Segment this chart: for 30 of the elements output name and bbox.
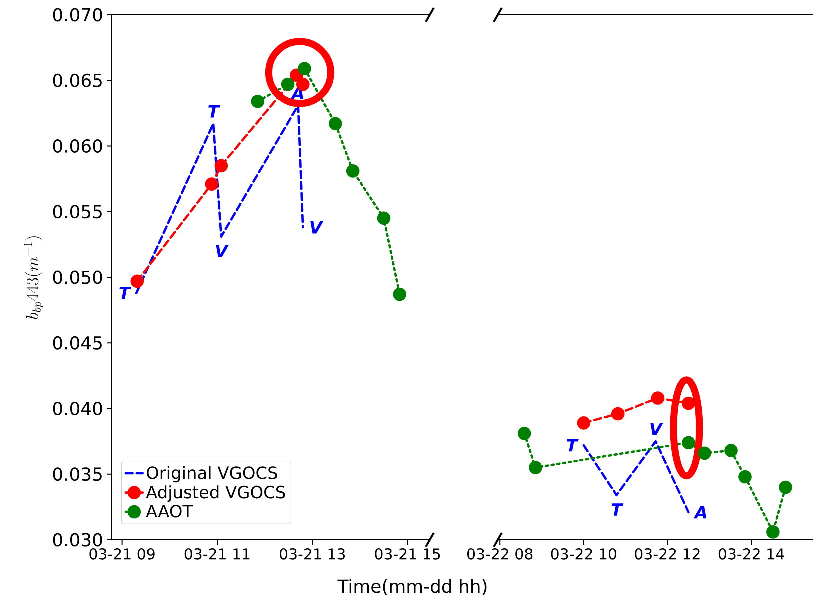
y-tick-label: 0.035 (53, 468, 102, 482)
x-tick-label: 03-21 09 (90, 548, 155, 560)
y-tick-label: 0.040 (53, 402, 102, 416)
y-tick-label: 0.065 (53, 74, 102, 88)
legend-label: Adjusted VGOCS (146, 486, 286, 502)
data-label: T (120, 287, 132, 300)
data-label: A (694, 506, 707, 519)
y-tick-label: 0.060 (53, 140, 102, 154)
data-label: V (216, 245, 230, 258)
y-tick-label: 0.070 (53, 8, 102, 22)
x-tick-label: 03-22 14 (718, 548, 784, 560)
y-tick-label: 0.050 (53, 270, 102, 284)
x-tick-label: 03-22 10 (551, 548, 616, 560)
legend-label: Original VGOCS (146, 466, 278, 483)
x-tick-label: 03-21 15 (375, 548, 440, 560)
y-tick-label: 0.030 (53, 533, 102, 547)
x-tick-label: 03-21 11 (184, 548, 250, 560)
x-tick-label: 03-22 08 (467, 548, 533, 560)
x-axis-title: Time(mm-dd hh) (338, 580, 487, 596)
data-label: T (612, 504, 624, 516)
y-tick-label: 0.045 (53, 336, 102, 350)
x-tick-label: 03-22 12 (635, 548, 700, 560)
y-tick-label: 0.055 (53, 205, 102, 219)
x-tick-label: 03-21 13 (280, 548, 346, 560)
data-label: V (310, 222, 324, 234)
legend-label: AAOT (146, 505, 194, 518)
data-label: T (208, 106, 220, 118)
data-label: V (650, 423, 664, 436)
y-axis-title: $b_{bp}443(m^{-1})$ (24, 236, 44, 320)
data-label: T (566, 439, 579, 452)
